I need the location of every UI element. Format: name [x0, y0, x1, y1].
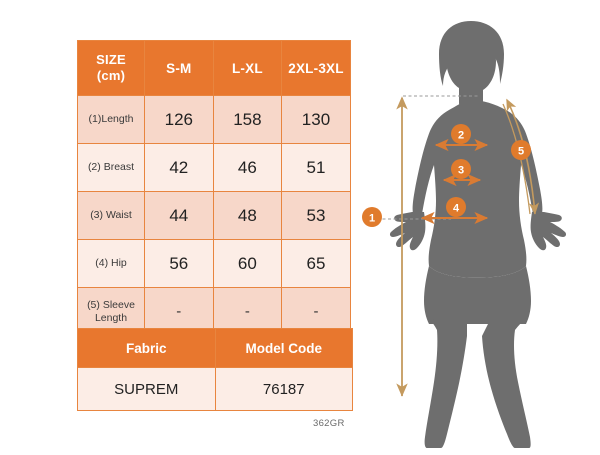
table-row: (1)Length 126 158 130 [77, 95, 351, 144]
badge-4-circle [446, 197, 466, 217]
header-size-line2: (cm) [96, 68, 126, 83]
table-header-row: SIZE (cm) S-M L-XL 2XL-3XL [77, 40, 351, 96]
measurement-figure: 1 2 3 4 5 [355, 18, 600, 448]
row-label-length: (1)Length [77, 95, 145, 144]
badge-1: 1 [362, 207, 382, 227]
fabric-header-row: Fabric Model Code [77, 328, 353, 368]
header-size-line1: SIZE [96, 51, 126, 67]
table-row: (5) Sleeve Length - - - [77, 287, 351, 336]
header-col-s-m: S-M [144, 40, 214, 96]
badge-4-label: 4 [453, 203, 460, 215]
cell-waist-lxl: 48 [212, 191, 283, 240]
table-row: (4) Hip 56 60 65 [77, 239, 351, 288]
cell-breast-lxl: 46 [212, 143, 283, 192]
cell-breast-sm: 42 [144, 143, 214, 192]
badge-3-label: 3 [458, 165, 464, 177]
row-label-hip: (4) Hip [77, 239, 145, 288]
badge-2-circle [451, 124, 471, 144]
value-model-code: 76187 [214, 367, 353, 411]
fabric-table-container: Fabric Model Code SUPREM 76187 [77, 328, 353, 411]
cell-hip-2xl3xl: 65 [281, 239, 351, 288]
fabric-value-row: SUPREM 76187 [77, 367, 353, 411]
header-model-code: Model Code [214, 328, 353, 368]
fabric-table: Fabric Model Code SUPREM 76187 [77, 328, 353, 411]
cell-waist-sm: 44 [144, 191, 214, 240]
cell-waist-2xl3xl: 53 [281, 191, 351, 240]
footer-product-code: 362GR [313, 418, 345, 429]
table-row: (2) Breast 42 46 51 [77, 143, 351, 192]
header-col-2xl-3xl: 2XL-3XL [281, 40, 351, 96]
cell-hip-lxl: 60 [212, 239, 283, 288]
header-size-cm: SIZE (cm) [77, 40, 145, 96]
badge-4: 4 [446, 197, 466, 217]
size-table-body: (1)Length 126 158 130 (2) Breast 42 46 5… [77, 95, 351, 336]
cell-length-sm: 126 [144, 95, 214, 144]
row-label-waist: (3) Waist [77, 191, 145, 240]
size-table-container: SIZE (cm) S-M L-XL 2XL-3XL (1)Length 126… [77, 40, 351, 336]
header-col-l-xl: L-XL [212, 40, 283, 96]
badge-5-label: 5 [518, 146, 524, 158]
row-label-breast: (2) Breast [77, 143, 145, 192]
row-label-sleeve-line2: Length [94, 311, 128, 324]
cell-breast-2xl3xl: 51 [281, 143, 351, 192]
badge-2-label: 2 [458, 130, 464, 142]
cell-sleeve-2xl3xl: - [281, 287, 351, 336]
cell-length-lxl: 158 [212, 95, 283, 144]
header-fabric: Fabric [77, 328, 216, 368]
size-table-header: SIZE (cm) S-M L-XL 2XL-3XL [77, 40, 351, 96]
badge-5: 5 [511, 140, 531, 160]
cell-length-2xl3xl: 130 [281, 95, 351, 144]
row-label-sleeve-line1: (5) Sleeve [87, 298, 135, 311]
badge-1-label: 1 [369, 213, 375, 225]
cell-hip-sm: 56 [144, 239, 214, 288]
cell-sleeve-sm: - [144, 287, 214, 336]
badge-2: 2 [451, 124, 471, 144]
badge-3-circle [451, 159, 471, 179]
badge-3: 3 [451, 159, 471, 179]
table-row: (3) Waist 44 48 53 [77, 191, 351, 240]
size-table: SIZE (cm) S-M L-XL 2XL-3XL (1)Length 126… [77, 40, 351, 336]
female-silhouette-icon [389, 21, 567, 448]
badge-5-circle [511, 140, 531, 160]
row-label-sleeve-length: (5) Sleeve Length [77, 287, 145, 336]
value-fabric: SUPREM [77, 367, 216, 411]
badge-1-circle [362, 207, 382, 227]
